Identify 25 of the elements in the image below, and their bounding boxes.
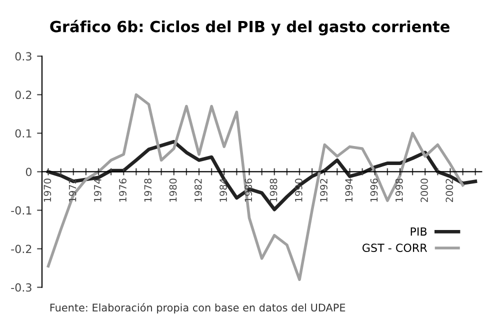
x-tick-label: 2002 [446, 178, 454, 202]
x-tick-label: 2000 [420, 178, 428, 202]
legend-label: PIB [410, 227, 427, 236]
x-tick-label: 1974 [94, 178, 102, 202]
x-tick-label: 1994 [345, 178, 353, 202]
chart-title: Gráfico 6b: Ciclos del PIB y del gasto corriente [50, 20, 450, 36]
x-tick-label: 1976 [119, 178, 126, 202]
x-tick-label: 1978 [144, 178, 152, 202]
y-tick-label: -0.2 [11, 244, 32, 254]
x-tick-label: 1970 [44, 178, 52, 202]
y-tick-label: 0.1 [15, 129, 32, 138]
x-tick-label: 1996 [370, 178, 378, 202]
legend-label: GST - CORR [362, 244, 428, 252]
y-tick-label: -0.3 [11, 283, 32, 292]
x-tick-label: 1986 [244, 178, 252, 202]
x-tick-label: 1980 [169, 178, 177, 202]
x-tick-label: 1982 [194, 178, 202, 202]
y-tick-label: 0.2 [15, 90, 32, 100]
y-tick-label: 0 [26, 168, 32, 176]
y-tick-label: -0.1 [11, 206, 32, 215]
source-note: Fuente: Elaboración propia con base en datos del UDAPE [50, 303, 346, 314]
x-tick-label: 1988 [270, 178, 278, 202]
x-tick-label: 1992 [320, 178, 328, 202]
x-tick-label: 1998 [395, 178, 403, 202]
y-tick-label: 0.3 [15, 52, 32, 61]
